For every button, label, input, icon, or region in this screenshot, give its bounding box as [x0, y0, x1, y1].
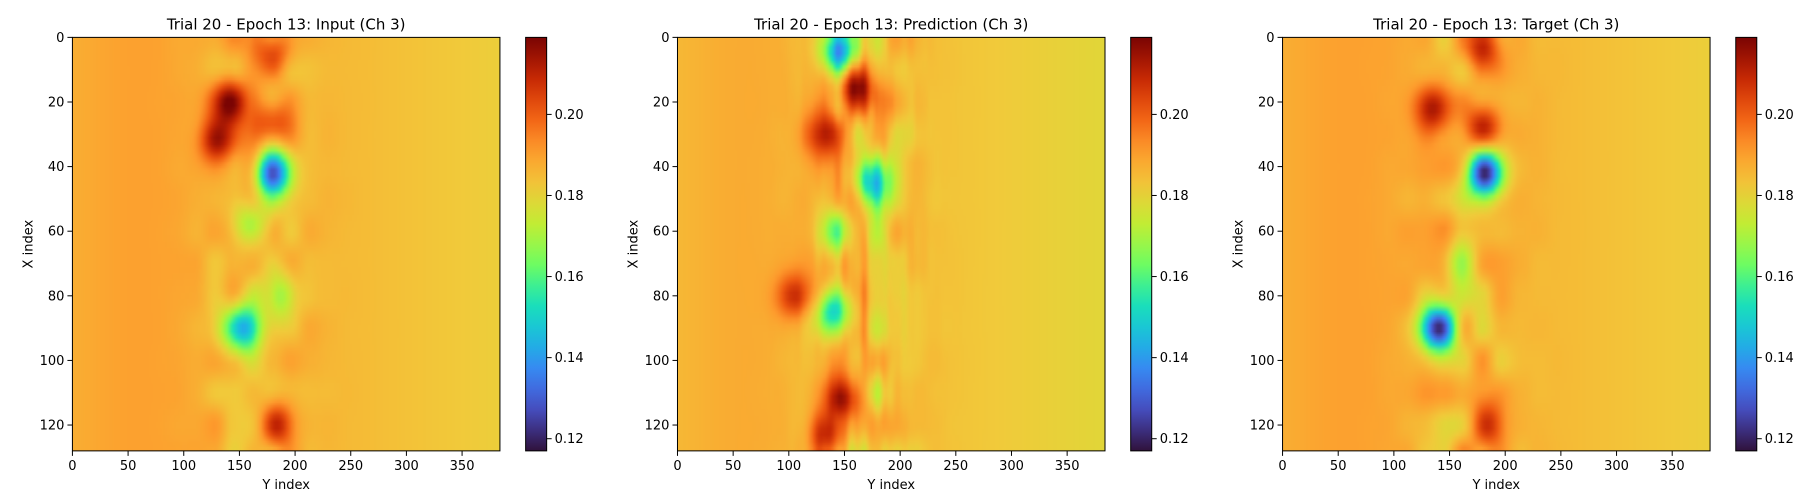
- colorbar: [1130, 36, 1153, 452]
- x-tick-label: 50: [1330, 459, 1347, 474]
- x-tick-label: 250: [1548, 459, 1573, 474]
- colorbar: [1735, 36, 1758, 452]
- plot-frame: [676, 36, 1106, 452]
- x-tick-label: 200: [888, 459, 913, 474]
- panel-input: Trial 20 - Epoch 13: Input (Ch 3) 0 50 100…: [21, 15, 583, 492]
- x-tick-label: 300: [1604, 459, 1629, 474]
- x-tick-label: 0: [673, 459, 681, 474]
- colorbar-tick-label: 0.16: [1765, 270, 1794, 285]
- x-axis-label: Y index: [866, 478, 915, 493]
- y-tick-label: 80: [1258, 289, 1275, 304]
- y-axis-label: X index: [1232, 220, 1247, 269]
- x-tick-label: 0: [1278, 459, 1286, 474]
- x-tick-label: 150: [832, 459, 857, 474]
- x-tick-label: 150: [1437, 459, 1462, 474]
- colorbar-tick-label: 0.20: [555, 108, 584, 123]
- y-tick-label: 100: [1250, 354, 1275, 369]
- colorbar-tick-label: 0.18: [1160, 189, 1189, 204]
- y-tick-label: 40: [1258, 160, 1275, 175]
- x-tick-label: 0: [68, 459, 76, 474]
- x-tick-label: 350: [1660, 459, 1685, 474]
- y-tick-label: 60: [48, 225, 65, 240]
- y-tick-label: 20: [48, 95, 65, 110]
- y-tick-label: 40: [653, 160, 670, 175]
- y-tick-label: 40: [48, 160, 65, 175]
- x-tick-label: 50: [120, 459, 137, 474]
- colorbar-ticks: 0.12 0.14 0.16 0.18 0.20: [546, 108, 584, 447]
- y-tick-label: 60: [653, 225, 670, 240]
- y-tick-label: 120: [645, 419, 670, 434]
- heatmap-image: [1282, 37, 1711, 451]
- y-axis: 0 20 40 60 80 100 120: [40, 31, 73, 434]
- colorbar-tick-label: 0.18: [1765, 189, 1794, 204]
- colorbar-ticks: 0.12 0.14 0.16 0.18 0.20: [1756, 108, 1794, 447]
- y-tick-label: 100: [645, 354, 670, 369]
- y-tick-label: 20: [653, 95, 670, 110]
- heatmap-image: [677, 37, 1105, 451]
- colorbar-tick-label: 0.14: [1765, 351, 1794, 366]
- panel-title: Trial 20 - Epoch 13: Target (Ch 3): [1372, 15, 1619, 33]
- colorbar: [525, 36, 548, 452]
- y-tick-label: 80: [653, 289, 670, 304]
- y-axis: 0 20 40 60 80 100 120: [1250, 31, 1283, 434]
- colorbar-tick-label: 0.12: [1160, 432, 1189, 447]
- x-tick-label: 200: [283, 459, 308, 474]
- colorbar-tick-label: 0.20: [1765, 108, 1794, 123]
- colorbar-tick-label: 0.16: [555, 270, 584, 285]
- y-tick-label: 60: [1258, 225, 1275, 240]
- y-tick-label: 80: [48, 289, 65, 304]
- colorbar-tick-label: 0.12: [555, 432, 584, 447]
- y-tick-label: 0: [56, 31, 64, 46]
- x-tick-label: 200: [1493, 459, 1518, 474]
- x-tick-label: 250: [943, 459, 968, 474]
- heatmap-image: [72, 37, 500, 451]
- x-tick-label: 100: [1381, 459, 1406, 474]
- y-axis: 0 20 40 60 80 100 120: [645, 31, 678, 434]
- x-tick-label: 150: [227, 459, 252, 474]
- x-axis-label: Y index: [261, 478, 310, 493]
- panel-title: Trial 20 - Epoch 13: Input (Ch 3): [166, 15, 406, 33]
- x-tick-label: 300: [394, 459, 419, 474]
- colorbar-tick-label: 0.18: [555, 189, 584, 204]
- x-tick-label: 350: [1055, 459, 1080, 474]
- x-axis: 0 50 100 150 200 250 300 350: [68, 450, 475, 474]
- y-tick-label: 100: [40, 354, 65, 369]
- panel-target: Trial 20 - Epoch 13: Target (Ch 3) 0 50 10…: [1232, 15, 1794, 492]
- colorbar-tick-label: 0.20: [1160, 108, 1189, 123]
- x-tick-label: 50: [725, 459, 742, 474]
- x-axis: 0 50 100 150 200 250 300 350: [1278, 450, 1685, 474]
- y-tick-label: 120: [40, 419, 65, 434]
- x-tick-label: 300: [999, 459, 1024, 474]
- x-tick-label: 250: [338, 459, 363, 474]
- colorbar-ticks: 0.12 0.14 0.16 0.18 0.20: [1151, 108, 1189, 447]
- y-axis-label: X index: [21, 220, 36, 269]
- y-tick-label: 20: [1258, 95, 1275, 110]
- x-tick-label: 100: [776, 459, 801, 474]
- y-tick-label: 0: [661, 31, 669, 46]
- y-axis-label: X index: [626, 220, 641, 269]
- y-tick-label: 0: [1266, 31, 1274, 46]
- x-axis-label: Y index: [1471, 478, 1520, 493]
- plot-frame: [71, 36, 501, 452]
- x-tick-label: 350: [450, 459, 475, 474]
- plot-frame: [1282, 36, 1711, 452]
- colorbar-tick-label: 0.16: [1160, 270, 1189, 285]
- colorbar-tick-label: 0.14: [1160, 351, 1189, 366]
- panel-title: Trial 20 - Epoch 13: Prediction (Ch 3): [753, 15, 1028, 33]
- x-axis: 0 50 100 150 200 250 300 350: [673, 450, 1080, 474]
- x-tick-label: 100: [171, 459, 196, 474]
- y-tick-label: 120: [1250, 419, 1275, 434]
- colorbar-tick-label: 0.14: [555, 351, 584, 366]
- panel-prediction: Trial 20 - Epoch 13: Prediction (Ch 3) 0…: [626, 15, 1188, 492]
- colorbar-tick-label: 0.12: [1765, 432, 1794, 447]
